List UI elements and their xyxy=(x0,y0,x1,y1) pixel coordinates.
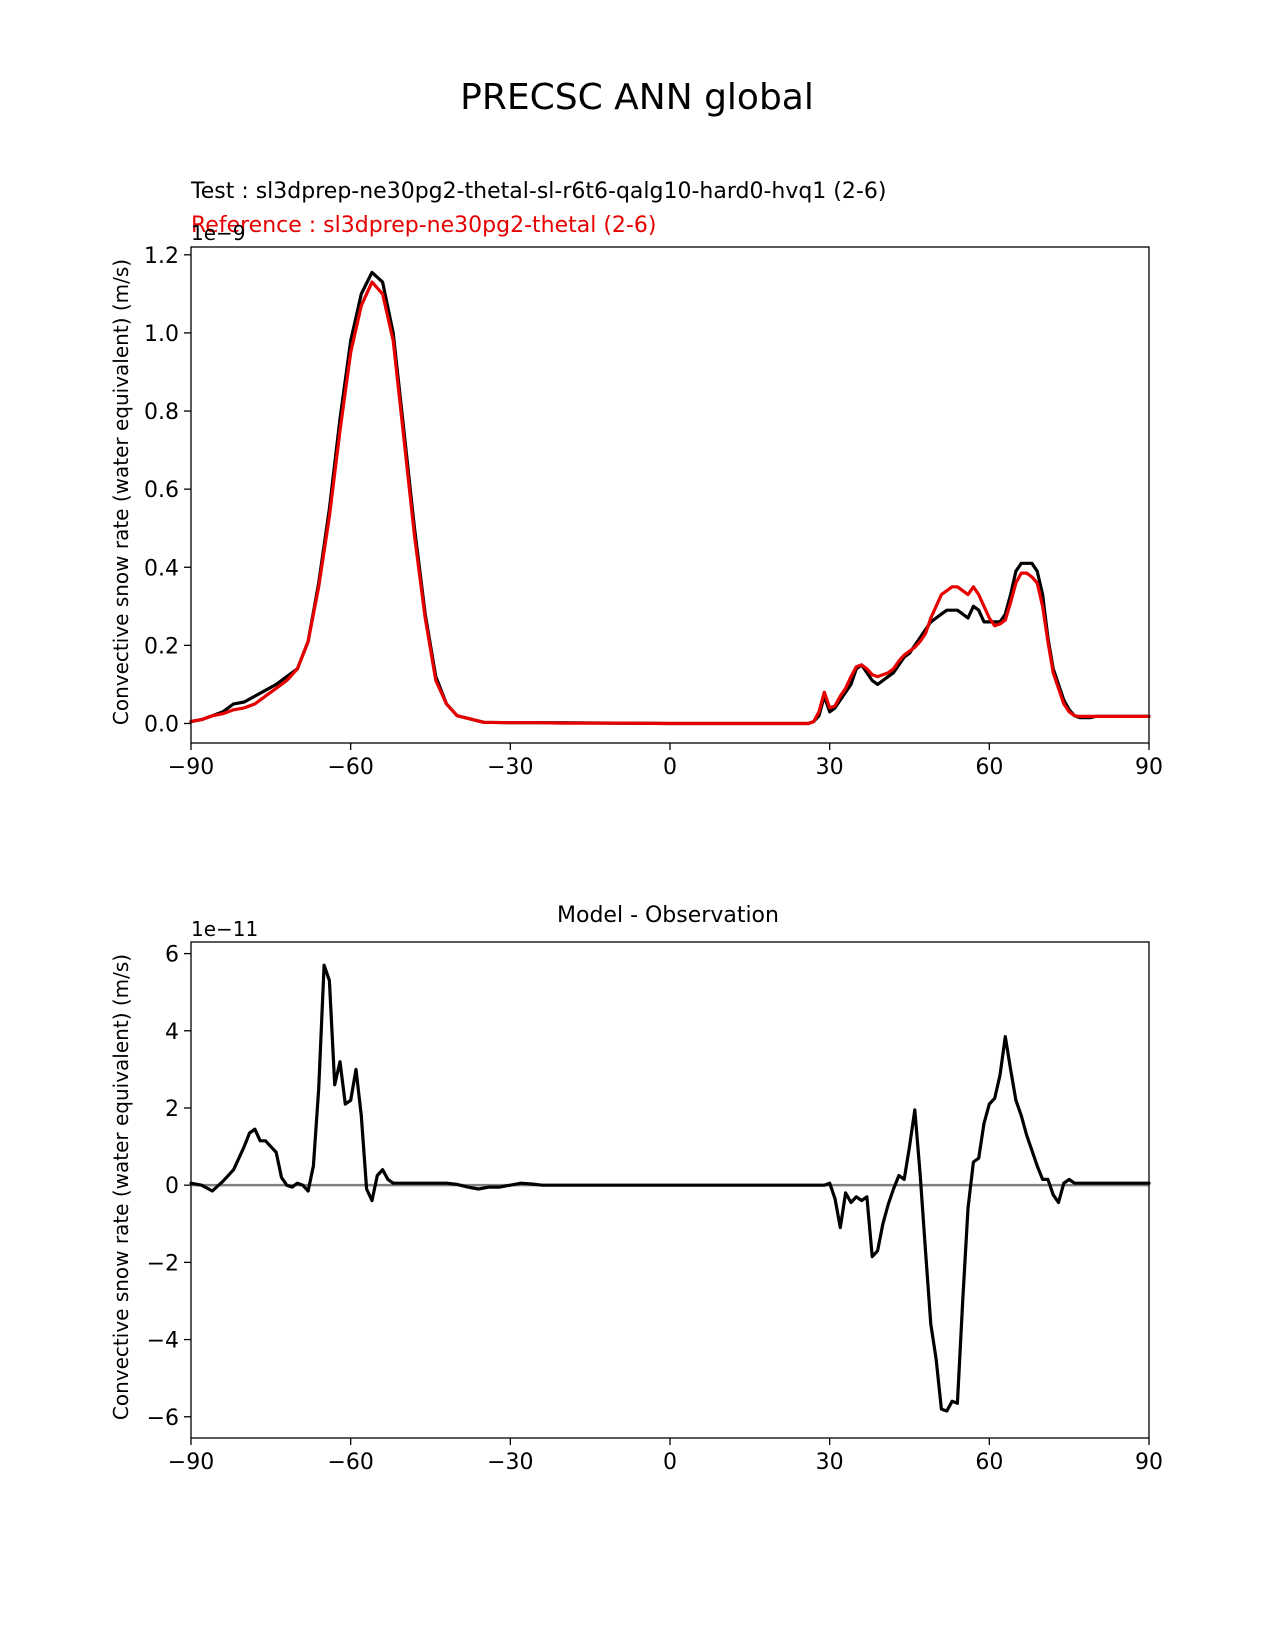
y-tick-label: −6 xyxy=(147,1406,179,1431)
y-tick-label: 0.6 xyxy=(144,478,179,503)
y-tick-label: 0.0 xyxy=(144,712,179,737)
series-line-test xyxy=(189,270,1151,726)
x-tick-label: 0 xyxy=(663,1450,677,1475)
test-label: Test : sl3dprep-ne30pg2-thetal-sl-r6t6-q… xyxy=(190,179,886,204)
axes-frame xyxy=(190,941,1150,1439)
axes-frame xyxy=(190,246,1150,744)
y-tick-label: 1.0 xyxy=(144,322,179,347)
x-tick-label: 60 xyxy=(975,755,1003,780)
top-plot-area: −90 −60 −30 0 30 60 90 0.0 0.2 0.4 0.6 0.8 1.0 1.2 xyxy=(144,244,1163,780)
figure-title: PRECSC ANN global xyxy=(460,77,814,118)
series-line-test xyxy=(189,963,1151,1413)
y-tick-label: 0.2 xyxy=(144,634,179,659)
reference-label: Reference : sl3dprep-ne30pg2-thetal (2-6… xyxy=(191,213,656,238)
series-line-reference xyxy=(189,280,1151,726)
bottom-chart: Model - Observation 1e−11 Convective sno… xyxy=(109,903,1163,1475)
x-tick-label: −30 xyxy=(487,755,533,780)
x-tick-label: −90 xyxy=(168,755,214,780)
x-tick-label: 90 xyxy=(1135,1450,1163,1475)
bottom-y-axis-label: Convective snow rate (water equivalent) … xyxy=(109,954,133,1420)
y-tick-label: 0.4 xyxy=(144,556,179,581)
top-y-axis-label: Convective snow rate (water equivalent) … xyxy=(109,259,133,725)
x-tick-label: −60 xyxy=(327,755,373,780)
y-tick-label: 2 xyxy=(165,1097,179,1122)
y-tick-label: 4 xyxy=(165,1020,179,1045)
y-tick-label: 1.2 xyxy=(144,244,179,269)
y-tick-label: −4 xyxy=(147,1329,179,1354)
bottom-chart-title: Model - Observation xyxy=(557,903,779,928)
top-chart: Test : sl3dprep-ne30pg2-thetal-sl-r6t6-q… xyxy=(109,179,1163,780)
x-tick-label: 60 xyxy=(975,1450,1003,1475)
x-tick-label: −30 xyxy=(487,1450,533,1475)
y-tick-label: 0.8 xyxy=(144,400,179,425)
x-tick-label: −60 xyxy=(327,1450,373,1475)
top-offset-text: 1e−9 xyxy=(191,221,246,245)
bottom-plot-area: −90 −60 −30 0 30 60 90 −6 −4 −2 0 2 4 6 xyxy=(147,941,1163,1475)
y-tick-label: −2 xyxy=(147,1251,179,1276)
x-tick-label: −90 xyxy=(168,1450,214,1475)
x-tick-label: 30 xyxy=(816,755,844,780)
x-tick-label: 0 xyxy=(663,755,677,780)
y-tick-label: 6 xyxy=(165,943,179,968)
bottom-offset-text: 1e−11 xyxy=(191,917,258,941)
y-tick-label: 0 xyxy=(165,1174,179,1199)
x-tick-label: 30 xyxy=(816,1450,844,1475)
x-tick-label: 90 xyxy=(1135,755,1163,780)
